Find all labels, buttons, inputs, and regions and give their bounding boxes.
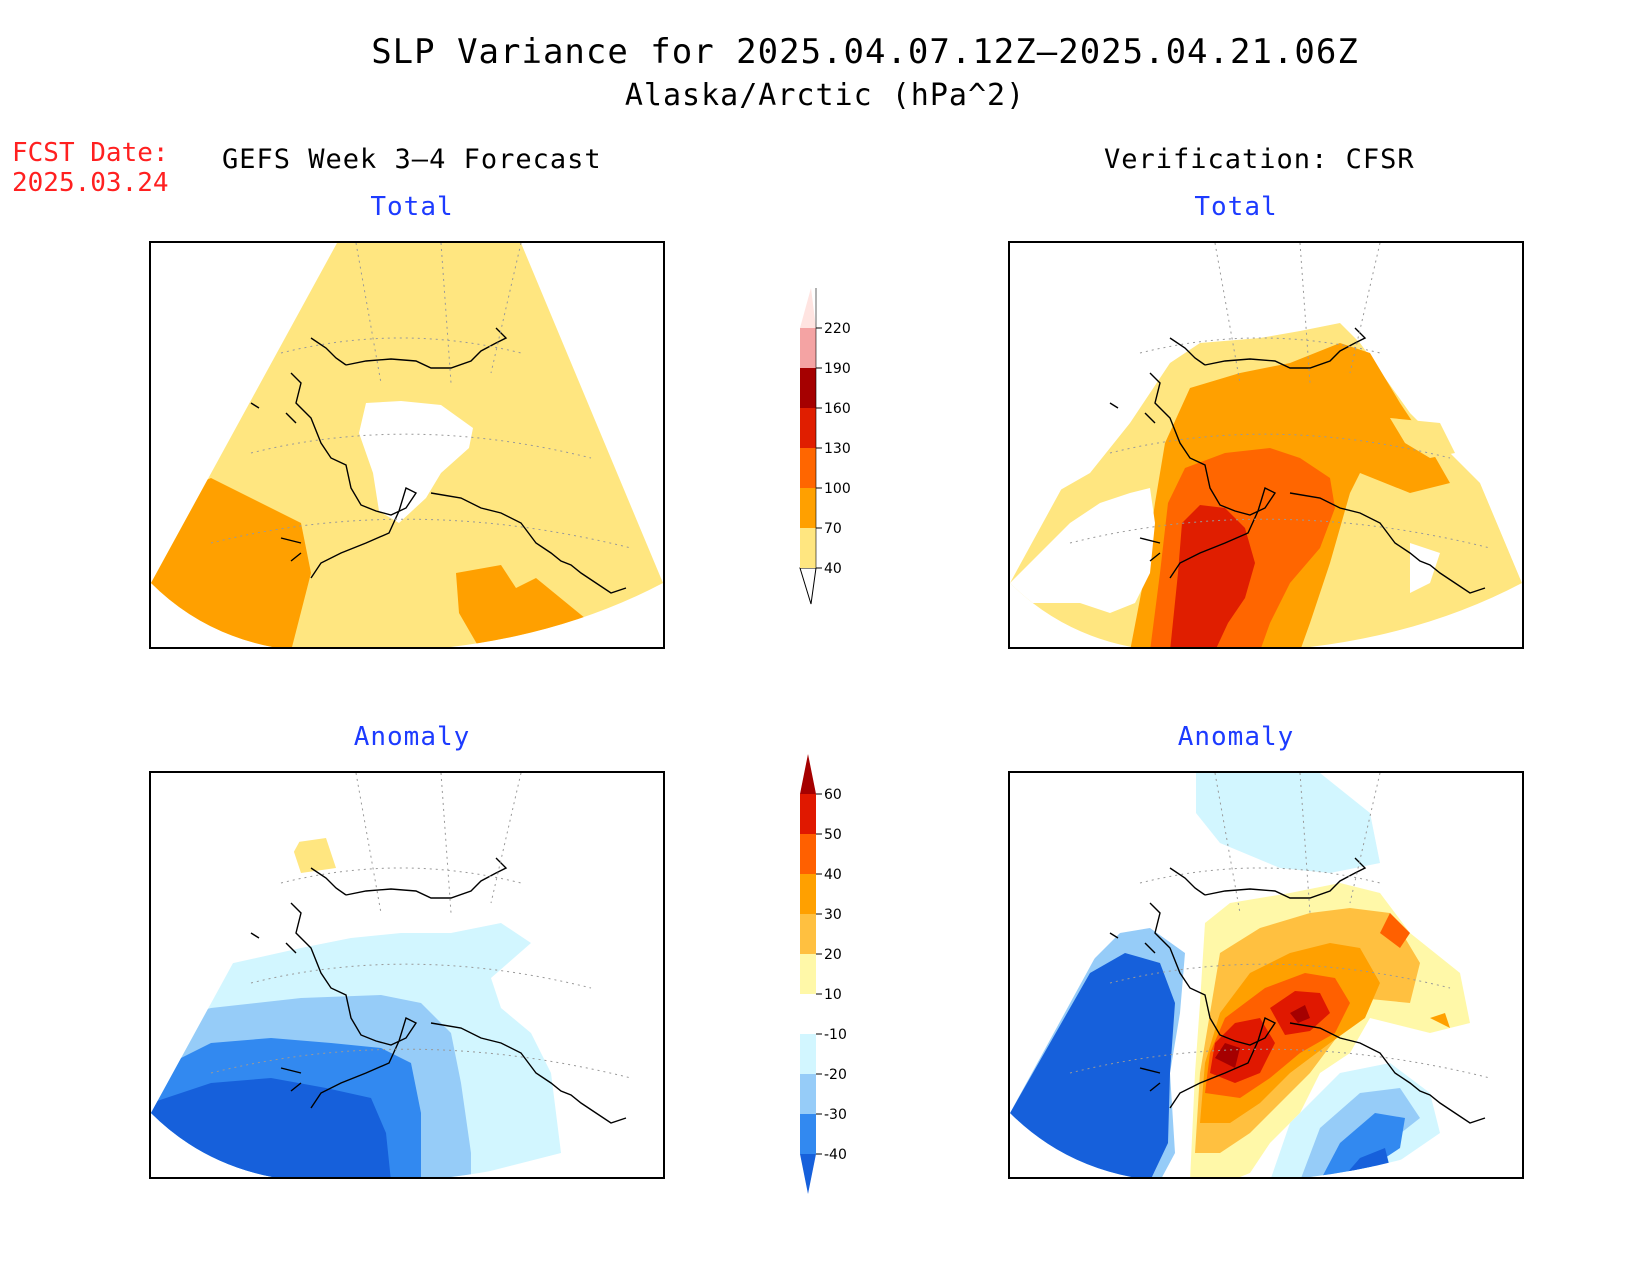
anomaly-minus30-minus40-region-south [1320,1113,1405,1177]
right-column-heading: Verification: CFSR [1104,144,1415,175]
colorbar-anomaly: 60 50 40 30 20 10 -10 -20 -30 -40 [800,754,847,1194]
colorbar-anomaly-label: 20 [824,947,842,963]
coastline-outline [250,857,627,1124]
colorbar-total-label: 130 [824,441,851,457]
chart-subtitle: Alaska/Arctic (hPa^2) [624,78,1026,113]
colorbar-anomaly-label: -10 [824,1027,847,1043]
anomaly-minus10-minus20-region-north [1196,773,1380,873]
variance-130-160-region [1170,505,1255,647]
colorbar-total-segment [800,528,816,568]
colorbar-anomaly-segment [800,914,816,954]
colorbar-anomaly-segment [800,1034,816,1074]
colorbar-anomaly-label: -20 [824,1067,847,1083]
colorbar-total-segment [800,408,816,448]
panel-title-verification-anomaly: Anomaly [1177,722,1295,752]
variance-below-40-region-west [1010,488,1155,613]
forecast-date-value: 2025.03.24 [12,168,169,198]
panel-title-verification-total: Total [1194,192,1278,222]
variance-below-40-region [359,401,473,523]
colorbar-total-label: 220 [824,321,851,337]
colorbar-total-segment [800,368,816,408]
graticule [210,243,632,549]
colorbar-anomaly-label: 50 [824,827,842,843]
anomaly-10-20-region [291,838,336,873]
map-verification-anomaly [1008,771,1524,1179]
colorbar-anomaly-segment [800,954,816,994]
colorbar-total-segment [800,328,816,368]
colorbar-total-label: 160 [824,401,851,417]
colorbar-total-label: 100 [824,481,851,497]
chart-title: SLP Variance for 2025.04.07.12Z–2025.04.… [371,32,1359,72]
colorbar-total-label: 190 [824,361,851,377]
colorbar-total-label: 40 [824,561,842,577]
colorbar-total-high-arrow [800,288,816,328]
map-forecast-total [149,241,665,649]
variance-70-100-region-west [151,478,311,647]
colorbar-anomaly-label: -40 [824,1147,847,1163]
coastline-outline [1109,857,1486,1124]
colorbar-anomaly-label: 10 [824,987,842,1003]
colorbar-anomaly-high-arrow [800,754,816,794]
graticule [210,773,632,1079]
anomaly-below-minus40-region-west [1010,953,1175,1177]
graticule [1069,243,1491,549]
colorbar-total: 40 70 100 130 160 190 220 [799,288,851,605]
colorbar-anomaly-segment [800,794,816,834]
forecast-date-label: FCST Date: [12,138,169,168]
colorbar-anomaly-segment [800,1114,816,1154]
colorbar-total-label: 70 [824,521,842,537]
colorbar-anomaly-label: 30 [824,907,842,923]
colorbar-total-segment [800,488,816,528]
colorbar-anomaly-label: 60 [824,787,842,803]
graticule [1069,773,1491,1079]
anomaly-above-60-region [1215,1043,1240,1068]
colorbar-anomaly-segment [800,1074,816,1114]
map-verification-total [1008,241,1524,649]
colorbar-anomaly-label: 40 [824,867,842,883]
colorbar-total-low-arrow [799,567,817,605]
coastline-outline [250,327,627,594]
anomaly-50-60-region-west [1210,1018,1275,1083]
colorbar-anomaly-segment [800,994,816,1034]
left-column-heading: GEFS Week 3–4 Forecast [222,144,602,175]
panel-title-forecast-anomaly: Anomaly [353,722,471,752]
colorbar-anomaly-label: -30 [824,1107,847,1123]
anomaly-below-minus40-region [151,1078,391,1177]
coastline-outline [1109,327,1486,594]
panel-title-forecast-total: Total [370,192,454,222]
colorbar-anomaly-segment [800,834,816,874]
colorbar-anomaly-low-arrow [800,1154,816,1194]
colorbar-anomaly-segment [800,874,816,914]
colorbar-total-segment [800,448,816,488]
map-forecast-anomaly [149,771,665,1179]
